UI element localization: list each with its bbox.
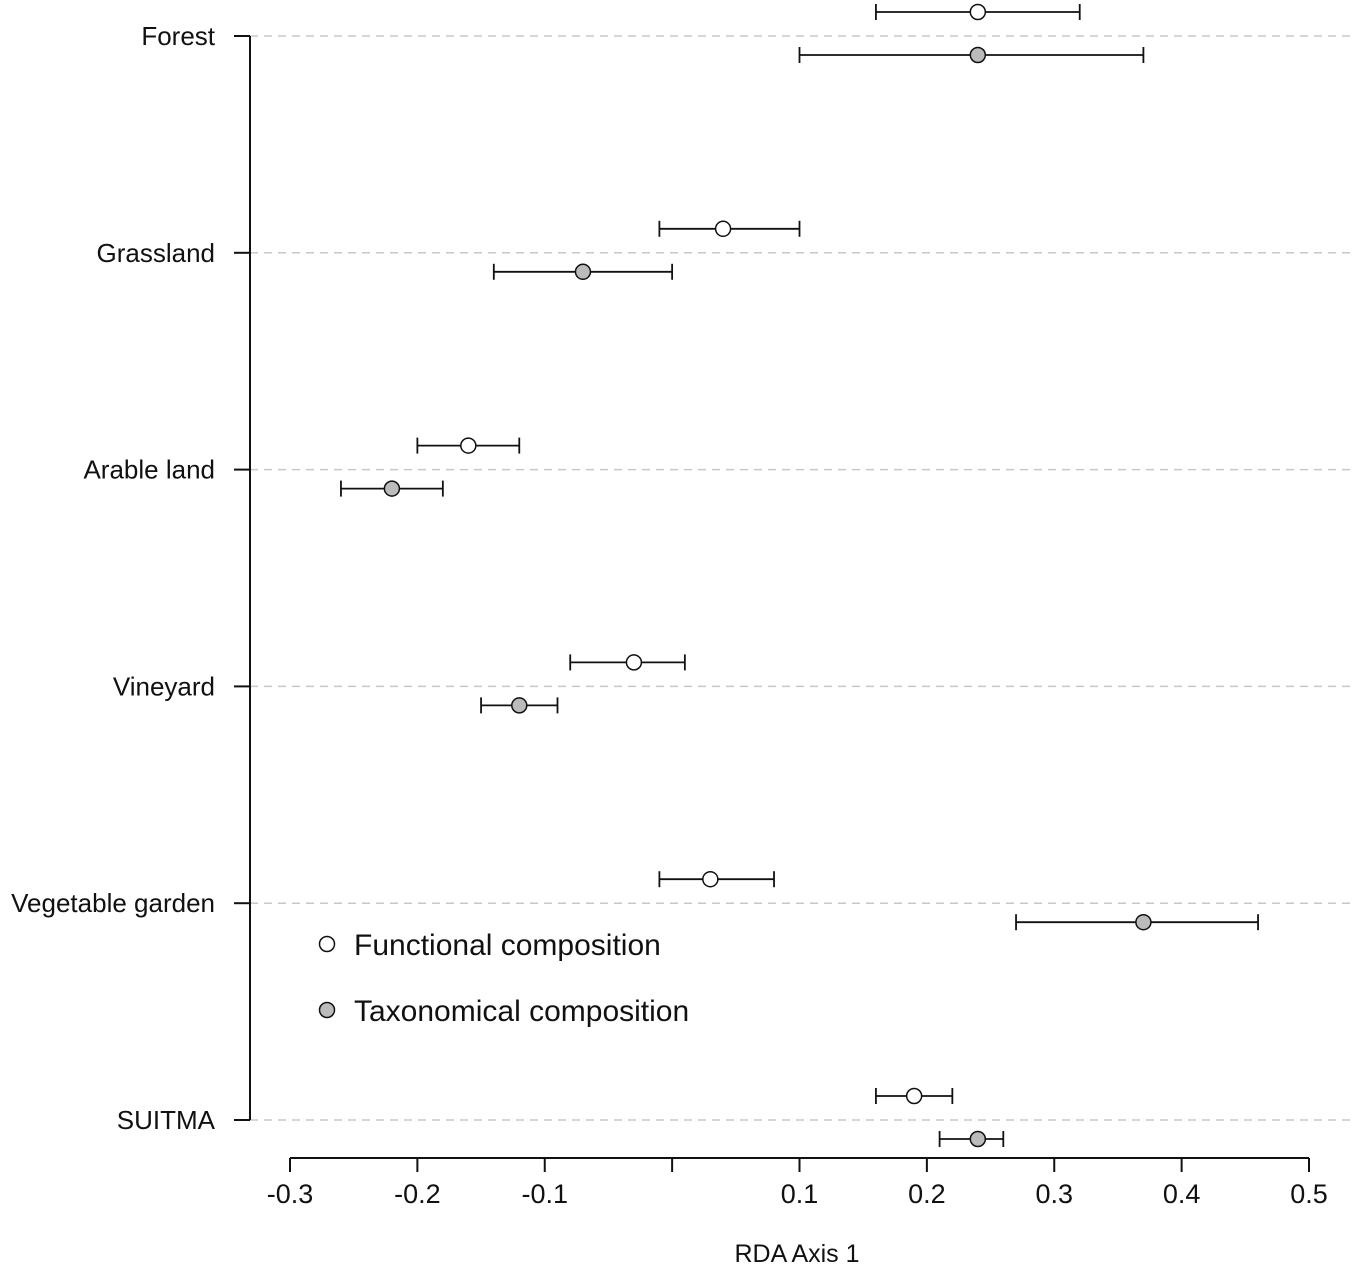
category-label-arable-land: Arable land <box>83 455 215 485</box>
x-tick-label-4: 0.1 <box>781 1179 819 1209</box>
x-tick-label-5: 0.2 <box>908 1179 946 1209</box>
legend-label-functional: Functional composition <box>354 929 661 962</box>
category-label-vegetable-garden: Vegetable garden <box>11 888 215 918</box>
category-label-vineyard: Vineyard <box>113 671 215 701</box>
point-taxonomical-arable-land <box>383 480 401 497</box>
x-tick-label-6: 0.3 <box>1035 1179 1073 1209</box>
legend-marker-functional <box>318 935 336 953</box>
error-bars <box>340 4 1259 1147</box>
legend: Functional composition Taxonomical compo… <box>318 929 689 1028</box>
point-functional-vineyard <box>625 654 643 671</box>
x-tick-label-8: 0.5 <box>1290 1179 1328 1209</box>
point-taxonomical-forest <box>969 46 987 64</box>
point-taxonomical-grassland <box>574 263 592 281</box>
category-label-grassland: Grassland <box>97 238 216 268</box>
legend-marker-taxonomical <box>318 1001 336 1019</box>
point-functional-grassland <box>714 220 732 238</box>
category-label-suitma: SUITMA <box>117 1105 216 1135</box>
x-tick-label-1: -0.2 <box>394 1179 441 1209</box>
category-labels: Forest Grassland Arable land Vineyard Vegeta… <box>11 21 250 1135</box>
category-label-forest: Forest <box>141 21 215 51</box>
point-functional-vegetable-garden <box>702 870 719 888</box>
data-points <box>383 3 1152 1148</box>
point-functional-forest <box>969 3 987 21</box>
x-tick-label-2: -0.1 <box>521 1179 568 1209</box>
x-axis-title: RDA Axis 1 <box>734 1240 859 1268</box>
legend-label-taxonomical: Taxonomical composition <box>354 995 689 1028</box>
point-taxonomical-suitma <box>969 1130 987 1148</box>
gridlines <box>250 35 1352 1121</box>
x-tick-label-7: 0.4 <box>1163 1179 1201 1209</box>
point-functional-suitma <box>905 1087 923 1105</box>
point-taxonomical-vegetable-garden <box>1135 913 1152 931</box>
point-taxonomical-vineyard <box>511 697 528 714</box>
x-axis-ticks: -0.3 -0.2 -0.1 0.1 0.2 0.3 0.4 0.5 <box>267 1158 1328 1209</box>
point-functional-arable-land <box>460 437 477 454</box>
x-tick-label-0: -0.3 <box>267 1179 314 1209</box>
